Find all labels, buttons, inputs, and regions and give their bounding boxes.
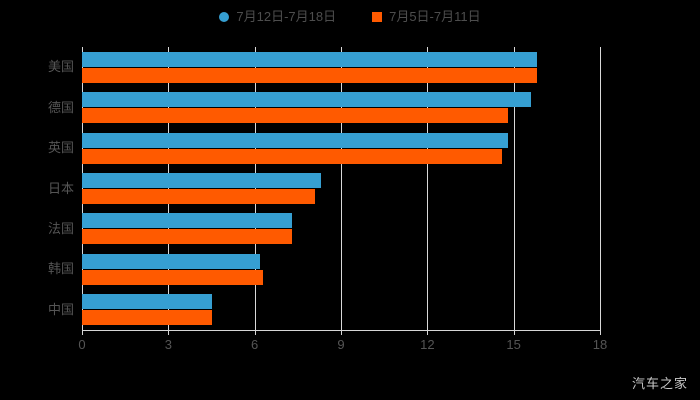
x-axis-tick [82,330,83,335]
watermark: 汽车之家 [631,376,688,391]
gridline [427,47,429,330]
gridline [341,47,342,330]
bar-group [82,51,600,83]
y-axis-labels: 美国德国英国日本法国韩国中国 [8,47,74,330]
gridline [513,47,515,330]
x-axis-label-3: 6 [251,337,259,352]
x-axis-tick [341,330,342,335]
legend-item-series-1[interactable]: 7月12日-7月18日 [219,10,336,23]
bar-group [82,253,600,285]
x-axis-label-4: 9 [337,337,345,352]
y-axis-label-6: 韩国 [47,261,74,277]
bar[interactable] [82,92,531,108]
legend-item-series-2[interactable]: 7月5日-7月11日 [372,10,481,23]
gridline [168,47,170,330]
plot-area [82,47,601,330]
x-axis-tick [513,330,515,335]
y-axis-label-4: 日本 [47,180,74,196]
bar[interactable] [82,67,537,83]
x-axis-label-7: 18 [592,337,608,352]
bar[interactable] [82,253,261,269]
y-axis-label-7: 中国 [47,301,74,317]
x-axis-label-5: 12 [420,337,435,352]
circle-marker-icon [219,11,230,22]
bar[interactable] [82,173,321,188]
bar-group [82,173,600,204]
bar[interactable] [82,294,212,310]
x-axis-labels: 0 3 6 9 12 15 18 [0,338,700,356]
y-axis-label-5: 法国 [47,220,74,236]
chart-legend: 7月12日-7月18日 7月5日-7月11日 [0,10,700,23]
x-axis-label-2: 3 [164,337,172,352]
bar[interactable] [82,51,537,67]
bar[interactable] [82,310,212,326]
bar[interactable] [82,269,264,285]
x-axis-tick [254,330,256,335]
bar[interactable] [82,132,508,148]
gridline [82,47,83,330]
legend-label-series-2: 7月5日-7月11日 [389,9,481,24]
bar[interactable] [82,213,293,229]
bar[interactable] [82,229,293,245]
gridline [254,47,256,330]
x-axis-label-6: 15 [506,337,521,352]
y-axis-label-1: 美国 [47,59,74,75]
y-axis-label-2: 德国 [47,99,74,115]
x-axis-tick [427,330,429,335]
bar-group [82,294,600,326]
bar-group [82,92,600,124]
bar-group [82,132,600,164]
x-axis-tick [600,330,601,335]
bar[interactable] [82,108,508,124]
legend-label-series-1: 7月12日-7月18日 [236,9,337,24]
y-axis-label-3: 英国 [47,140,74,156]
gridline [600,47,601,330]
bar[interactable] [82,148,503,164]
bar[interactable] [82,189,316,204]
x-axis-label-1: 0 [78,337,86,352]
bar-group [82,213,600,245]
x-axis-tick [168,330,170,335]
square-marker-icon [372,11,383,22]
